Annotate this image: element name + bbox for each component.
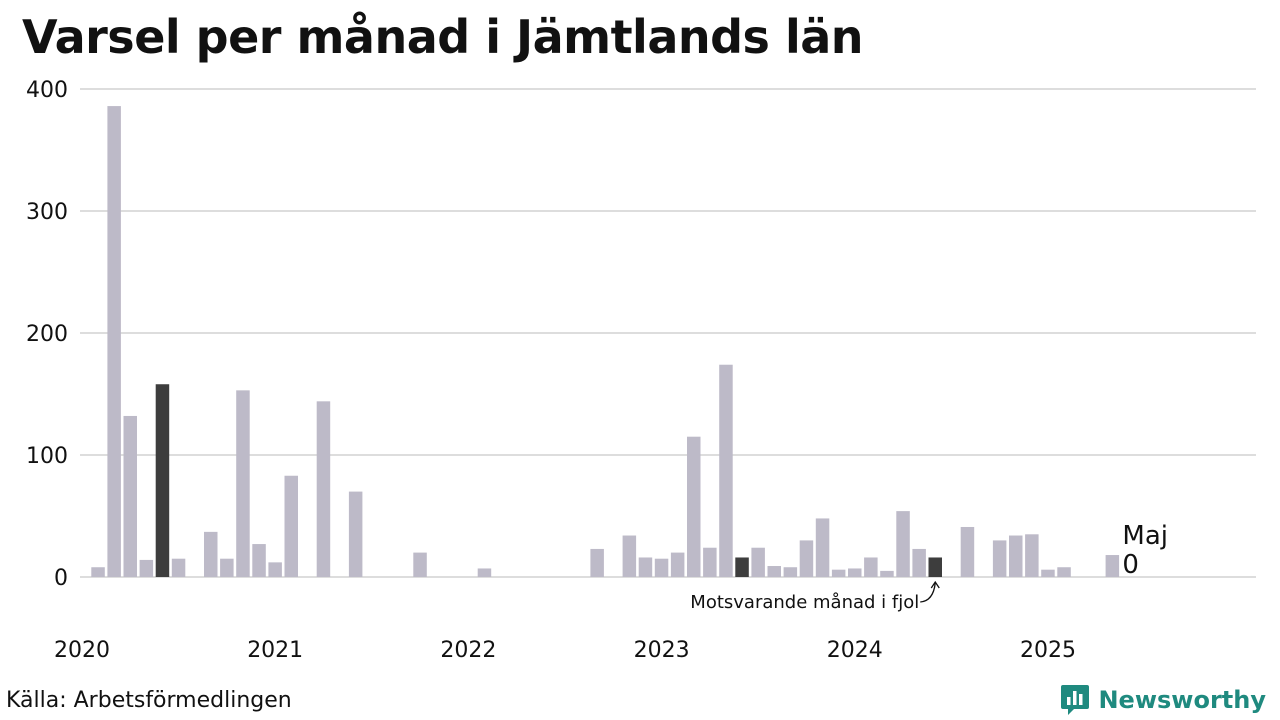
annotation-arrow: [920, 582, 936, 603]
bar-2022-08: [590, 548, 604, 577]
gridlines: [80, 88, 1256, 578]
bar-2023-09: [799, 540, 814, 577]
bar-2023-10: [815, 518, 830, 577]
x-tick-label: 2024: [827, 638, 883, 663]
bar-2023-08: [783, 567, 798, 577]
bar-2020-11: [252, 544, 266, 577]
bar-2022-12: [654, 558, 669, 577]
bar-2020-09: [220, 558, 234, 577]
bar-2024-05: [928, 557, 942, 577]
end-label-value: 0: [1122, 550, 1139, 580]
annotation-text: Motsvarande månad i fjol: [690, 592, 919, 613]
bar-2020-01: [91, 567, 105, 577]
y-tick-label: 200: [26, 322, 68, 347]
source-label: Källa: Arbetsförmedlingen: [6, 688, 292, 713]
bar-2024-11: [1025, 534, 1039, 577]
bar-2023-11: [831, 569, 846, 577]
bar-2024-09: [992, 540, 1007, 577]
bar-2022-11: [638, 557, 653, 577]
end-label: Maj 0: [1122, 521, 1168, 580]
bar-2024-02: [880, 570, 894, 577]
bar-2020-02: [107, 106, 121, 577]
bar-2023-04: [719, 364, 733, 577]
bar-2023-01: [670, 552, 685, 577]
bar-2022-01: [477, 568, 492, 577]
end-label-month: Maj: [1122, 521, 1168, 551]
brand-logo: Newsworthy: [1060, 683, 1266, 717]
x-tick-label: 2021: [247, 638, 303, 663]
bar-2023-03: [703, 547, 717, 577]
annotation-arrowhead: [930, 580, 940, 589]
bar-2021-01: [284, 475, 298, 577]
newsworthy-logo-icon: [1061, 685, 1090, 715]
bar-2020-12: [268, 562, 282, 577]
x-tick-label: 2022: [440, 638, 496, 663]
chart-title: Varsel per månad i Jämtlands län: [22, 10, 864, 64]
bar-2020-03: [123, 415, 137, 577]
bar-2020-05: [155, 384, 170, 577]
bar-2021-09: [413, 552, 427, 577]
bar-2024-10: [1009, 535, 1023, 577]
bar-2023-02: [687, 436, 701, 577]
bar-2025-04: [1105, 555, 1120, 577]
x-tick-label: 2020: [54, 638, 110, 663]
bar-2023-12: [848, 568, 862, 577]
bar-2020-04: [139, 559, 154, 577]
bar-2024-07: [960, 526, 975, 577]
bar-2021-05: [348, 491, 363, 577]
bar-2020-08: [204, 531, 218, 577]
bars: [91, 106, 1120, 577]
bar-2023-06: [751, 547, 765, 577]
y-tick-label: 100: [26, 444, 68, 469]
bar-2021-03: [316, 401, 331, 577]
bar-2020-06: [171, 558, 186, 577]
bar-2024-03: [896, 511, 910, 577]
annotation: Motsvarande månad i fjol: [690, 580, 940, 613]
axis-labels: 0 100 200 300 400 2020 2021 2022 2023 2024 2025: [26, 78, 1076, 663]
bar-2023-05: [735, 557, 749, 577]
bar-2022-10: [622, 535, 637, 577]
y-tick-label: 300: [26, 200, 68, 225]
x-tick-label: 2025: [1020, 638, 1076, 663]
x-tick-label: 2023: [634, 638, 690, 663]
bar-2024-12: [1041, 569, 1055, 577]
bar-2025-01: [1057, 567, 1071, 577]
bar-2024-01: [864, 557, 878, 577]
y-tick-label: 0: [54, 566, 68, 591]
bar-2024-04: [912, 548, 926, 577]
brand-name: Newsworthy: [1098, 686, 1266, 714]
bar-2020-10: [236, 390, 250, 577]
bar-2023-07: [767, 566, 781, 577]
y-tick-label: 400: [26, 78, 68, 103]
